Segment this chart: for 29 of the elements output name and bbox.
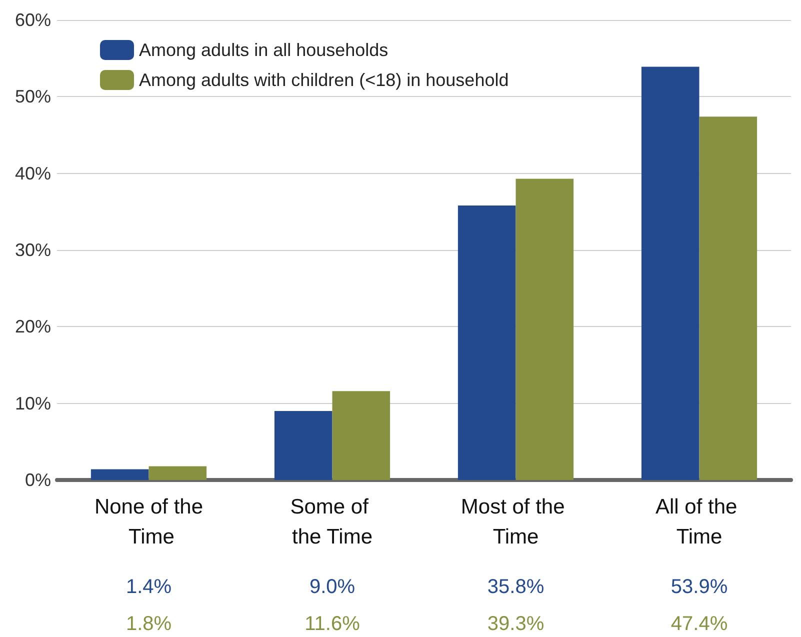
legend-label: Among adults in all households <box>139 40 388 60</box>
data-label: 11.6% <box>304 613 360 635</box>
y-tick-label: 60% <box>14 10 51 30</box>
legend-label: Among adults with children (<18) in household <box>139 70 509 90</box>
y-tick-label: 30% <box>14 240 51 260</box>
y-tick-label: 50% <box>14 86 51 107</box>
y-tick-label: 40% <box>14 163 51 184</box>
bar <box>699 116 758 480</box>
bar <box>516 178 574 480</box>
bar <box>90 469 149 480</box>
y-tick-label: 10% <box>14 393 51 414</box>
y-tick-label: 0% <box>24 470 51 490</box>
bar <box>641 66 700 480</box>
x-tick-label: None of the Time <box>94 496 204 548</box>
bar <box>332 391 390 480</box>
data-label: 39.3% <box>487 613 544 635</box>
data-label: 1.4% <box>126 576 172 598</box>
bar <box>148 466 207 480</box>
x-tick-label: All of the Time <box>655 496 744 548</box>
bar <box>458 206 516 480</box>
data-label: 35.8% <box>487 576 544 598</box>
y-tick-label: 20% <box>14 316 51 337</box>
x-tick-label: Most of the Time <box>460 496 571 548</box>
data-label: 9.0% <box>309 576 356 598</box>
data-label: 47.4% <box>670 613 728 635</box>
x-tick-label: Some of the Time <box>290 496 374 548</box>
data-label: 53.9% <box>670 576 728 598</box>
data-label: 1.8% <box>126 613 172 635</box>
bar <box>274 411 332 480</box>
